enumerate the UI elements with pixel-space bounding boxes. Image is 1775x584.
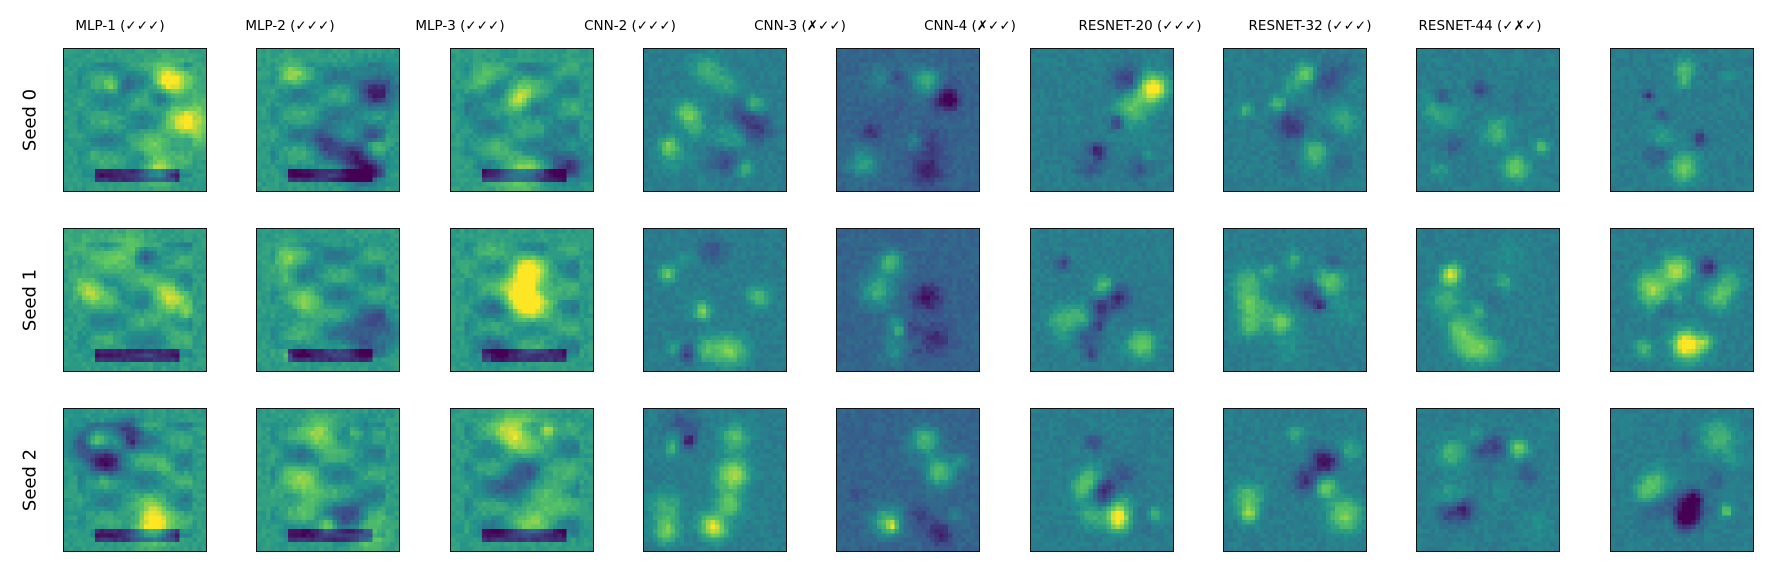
- saliency-canvas: [451, 229, 593, 371]
- column-title-resnet-32: RESNET-32 (✓✓✓): [1248, 18, 1372, 34]
- saliency-image: [1416, 228, 1560, 372]
- saliency-canvas: [837, 409, 979, 551]
- row-label-seed-2-text: Seed 2: [19, 448, 41, 512]
- saliency-image: [450, 408, 594, 552]
- saliency-image: [1223, 228, 1367, 372]
- saliency-canvas: [644, 229, 786, 371]
- row-label-seed-0-text: Seed 0: [19, 88, 41, 152]
- saliency-canvas: [837, 49, 979, 191]
- saliency-canvas: [644, 409, 786, 551]
- saliency-canvas: [64, 49, 206, 191]
- column-title-mlp-3: MLP-3 (✓✓✓): [415, 18, 505, 34]
- saliency-canvas: [644, 49, 786, 191]
- saliency-image: [1610, 48, 1754, 192]
- saliency-image: [1610, 408, 1754, 552]
- saliency-canvas: [1417, 229, 1559, 371]
- saliency-canvas: [451, 49, 593, 191]
- saliency-canvas: [1224, 229, 1366, 371]
- saliency-image: [1610, 228, 1754, 372]
- column-title-resnet-44: RESNET-44 (✓✗✓): [1418, 18, 1542, 34]
- row-label-seed-1-text: Seed 1: [19, 268, 41, 332]
- saliency-image: [1030, 48, 1174, 192]
- saliency-canvas: [1611, 49, 1753, 191]
- saliency-canvas: [1031, 229, 1173, 371]
- column-title-resnet-20: RESNET-20 (✓✓✓): [1078, 18, 1202, 34]
- column-title-mlp-2: MLP-2 (✓✓✓): [245, 18, 335, 34]
- saliency-canvas: [1031, 409, 1173, 551]
- column-title-cnn-3: CNN-3 (✗✓✓): [754, 18, 846, 34]
- saliency-canvas: [1611, 229, 1753, 371]
- saliency-image: [1223, 48, 1367, 192]
- saliency-image: [643, 48, 787, 192]
- saliency-image: [836, 48, 980, 192]
- saliency-canvas: [837, 229, 979, 371]
- saliency-image: [256, 48, 400, 192]
- saliency-canvas: [1417, 49, 1559, 191]
- saliency-canvas: [64, 229, 206, 371]
- saliency-image: [643, 408, 787, 552]
- saliency-image: [1030, 228, 1174, 372]
- saliency-image: [256, 408, 400, 552]
- saliency-image: [836, 408, 980, 552]
- saliency-canvas: [64, 409, 206, 551]
- column-title-cnn-4: CNN-4 (✗✓✓): [924, 18, 1016, 34]
- saliency-image: [256, 228, 400, 372]
- saliency-image: [450, 48, 594, 192]
- saliency-canvas: [257, 409, 399, 551]
- column-title-mlp-1: MLP-1 (✓✓✓): [75, 18, 165, 34]
- saliency-canvas: [257, 229, 399, 371]
- saliency-image: [63, 48, 207, 192]
- saliency-canvas: [1611, 409, 1753, 551]
- saliency-image: [450, 228, 594, 372]
- saliency-canvas: [1031, 49, 1173, 191]
- saliency-image: [1416, 48, 1560, 192]
- saliency-image: [643, 228, 787, 372]
- saliency-canvas: [1224, 409, 1366, 551]
- saliency-image: [63, 408, 207, 552]
- saliency-image: [1223, 408, 1367, 552]
- saliency-canvas: [451, 409, 593, 551]
- saliency-image: [63, 228, 207, 372]
- saliency-canvas: [1417, 409, 1559, 551]
- saliency-canvas: [1224, 49, 1366, 191]
- saliency-image: [1416, 408, 1560, 552]
- saliency-canvas: [257, 49, 399, 191]
- column-title-cnn-2: CNN-2 (✓✓✓): [584, 18, 676, 34]
- saliency-image: [1030, 408, 1174, 552]
- saliency-image: [836, 228, 980, 372]
